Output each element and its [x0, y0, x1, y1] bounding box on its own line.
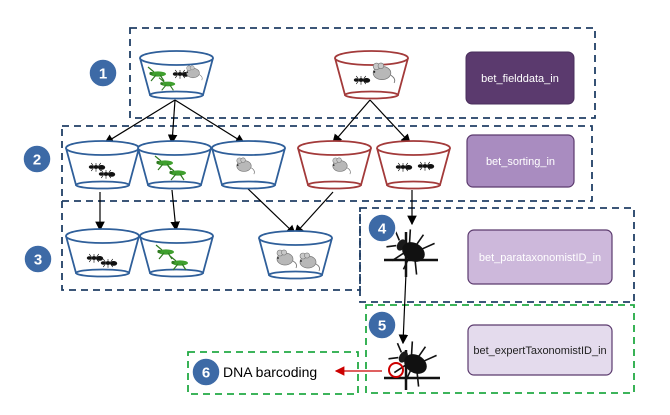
step-number: 6: [202, 365, 210, 382]
step-badge-4: 4: [367, 213, 397, 243]
table-box-expert: bet_expertTaxonomistID_in: [467, 324, 613, 376]
step-badge-1: 1: [88, 58, 118, 88]
step-number: 2: [33, 152, 41, 169]
step-badge-2: 2: [22, 144, 52, 174]
sorted-cup-mouse: [211, 140, 286, 190]
sorted-cup-red-ants: [376, 140, 451, 190]
pooled-cup-grasshoppers: [139, 228, 214, 278]
pinned-beetle-expert: [382, 332, 440, 390]
table-box-sorting: bet_sorting_in: [466, 134, 575, 188]
pooled-cup-ants: [65, 228, 140, 278]
flow-arrows: [95, 99, 417, 345]
step-badge-3: 3: [23, 244, 53, 274]
table-box-fielddata: bet_fielddata_in: [465, 51, 575, 105]
step-badge-5: 5: [367, 310, 397, 340]
beetle-icon: [382, 332, 439, 390]
group-box-step-5: [365, 304, 635, 394]
table-label: bet_sorting_in: [486, 156, 555, 168]
step-number: 3: [34, 252, 42, 269]
group-box-step-2: [61, 125, 593, 202]
pinned-beetle-parataxonomist: [380, 220, 438, 278]
step-number: 1: [99, 66, 107, 83]
step-number: 5: [378, 318, 386, 335]
table-box-parataxonomist: bet_parataxonomistID_in: [467, 229, 613, 285]
collection-cup-red: [334, 50, 409, 100]
group-box-step-4: [359, 207, 635, 303]
collection-cup-mixed: [139, 50, 214, 100]
leg-sample-circle: [388, 362, 404, 378]
dna-barcoding-label: DNA barcoding: [223, 364, 317, 380]
table-label: bet_fielddata_in: [481, 73, 559, 85]
table-label: bet_expertTaxonomistID_in: [473, 345, 606, 357]
sorted-cup-ants: [65, 140, 140, 190]
group-box-step-6: [187, 351, 359, 395]
group-box-step-1: [129, 27, 596, 119]
step-badge-6: 6: [191, 357, 221, 387]
step-number: 4: [378, 221, 387, 238]
sorted-cup-red-mouse: [297, 140, 372, 190]
table-label: bet_parataxonomistID_in: [479, 252, 601, 264]
sorted-cup-grasshoppers: [137, 140, 212, 190]
pooled-cup-mice: [258, 230, 333, 280]
